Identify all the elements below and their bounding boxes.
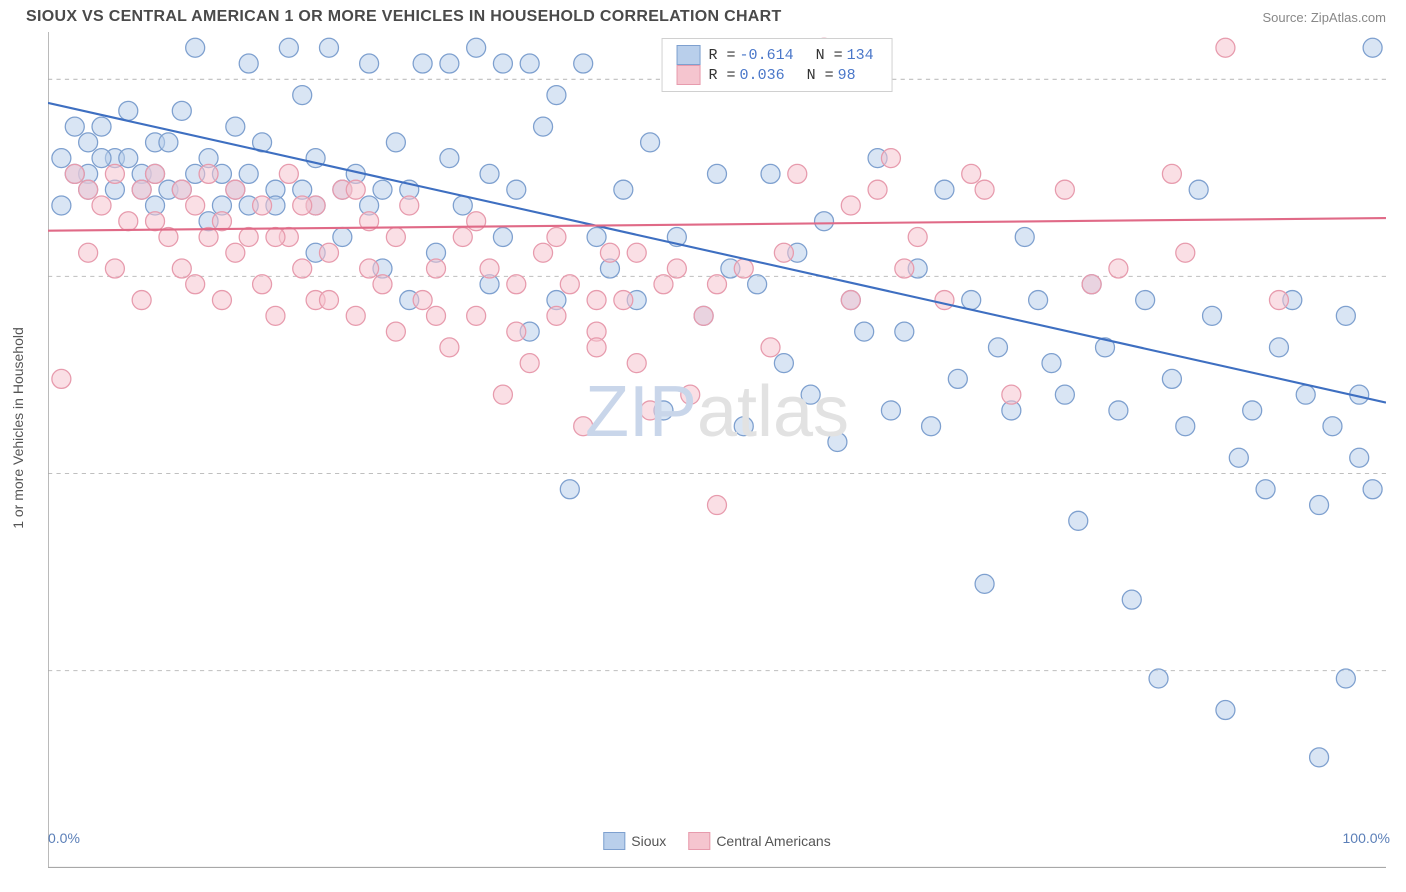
- chart-area: 1 or more Vehicles in Household ZIPatlas…: [48, 32, 1386, 824]
- source-label: Source: ZipAtlas.com: [1262, 10, 1386, 25]
- scatter-chart: [48, 32, 1386, 868]
- x-axis-min: 0.0%: [48, 830, 80, 846]
- series-legend: Sioux Central Americans: [603, 832, 830, 850]
- x-axis-max: 100.0%: [1343, 830, 1390, 846]
- source-link[interactable]: ZipAtlas.com: [1311, 10, 1386, 25]
- correlation-legend: R = -0.614 N = 134R = 0.036 N = 98: [662, 38, 893, 92]
- legend-item: Central Americans: [688, 832, 830, 850]
- legend-item: Sioux: [603, 832, 666, 850]
- chart-title: SIOUX VS CENTRAL AMERICAN 1 OR MORE VEHI…: [26, 8, 782, 26]
- y-axis-label: 1 or more Vehicles in Household: [10, 327, 26, 529]
